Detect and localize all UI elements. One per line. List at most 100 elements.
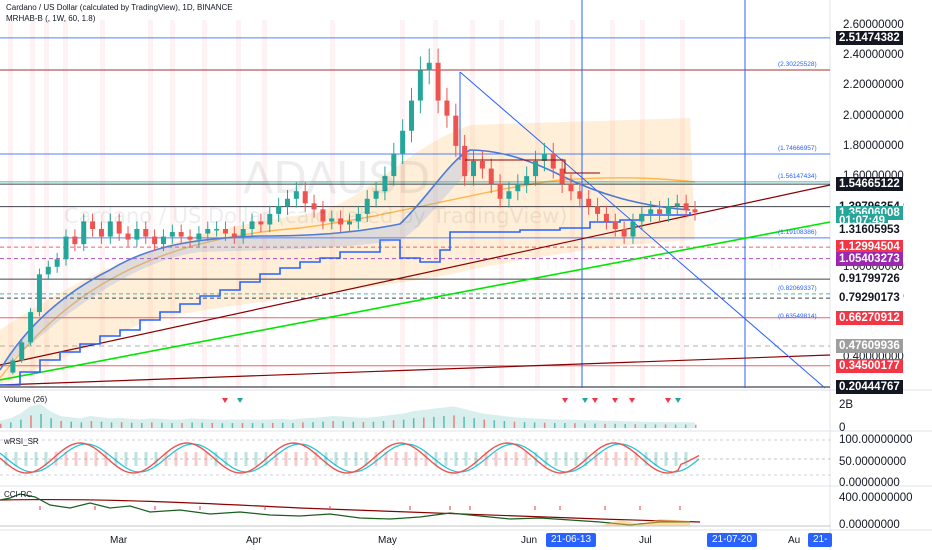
- volume-bar: [181, 423, 183, 428]
- volume-bar: [553, 422, 556, 428]
- candle-body: [373, 191, 379, 199]
- price-tick: 2.20000000: [843, 79, 904, 92]
- candle-body: [63, 236, 69, 260]
- candle-body: [276, 206, 282, 214]
- bg-band: [535, 20, 540, 388]
- volume-bar: [60, 421, 62, 428]
- volume-bar: [10, 422, 12, 428]
- volume-bar: [20, 419, 22, 428]
- price-tag[interactable]: 0.20444767: [836, 380, 903, 394]
- fib-level-label: (1.74666957): [778, 144, 817, 152]
- red-trendline-lower: [0, 354, 831, 386]
- candle-body: [329, 218, 335, 222]
- price-tick: 2.00000000: [843, 109, 904, 122]
- volume-bar: [151, 422, 153, 428]
- cci-fill: [600, 519, 690, 526]
- volume-bar: [261, 423, 264, 428]
- volume-axis-bottom: 0: [839, 422, 846, 434]
- volume-bar: [513, 421, 516, 428]
- volume-bar: [695, 424, 697, 428]
- volume-bar: [30, 415, 32, 428]
- signal-marker: [665, 398, 671, 403]
- volume-bar: [412, 418, 415, 428]
- fib-level-label: (1.56147434): [778, 172, 817, 180]
- candle-body: [586, 198, 592, 207]
- price-tag[interactable]: 0.79290173: [836, 291, 903, 306]
- candle-body: [648, 209, 654, 214]
- candle-body: [143, 229, 149, 237]
- red-trendline-upper: [0, 184, 831, 366]
- time-label-mar: Mar: [110, 535, 128, 546]
- candle-body: [98, 229, 104, 237]
- candle-body: [533, 161, 539, 177]
- candle-body: [107, 221, 113, 237]
- signal-marker: [562, 398, 568, 403]
- candle-body: [338, 218, 344, 225]
- price-tag[interactable]: 2.51474382: [836, 30, 903, 45]
- candle-body: [577, 191, 583, 199]
- candle-body: [364, 198, 370, 214]
- time-label-jul: Jul: [639, 535, 652, 546]
- volume-bar: [100, 421, 103, 428]
- volume-bar: [50, 418, 52, 428]
- candle-body: [639, 213, 645, 222]
- volume-bar: [523, 422, 526, 428]
- volume-bar: [624, 424, 626, 428]
- candle-body: [187, 236, 193, 240]
- price-tag[interactable]: 1.54665122: [836, 177, 903, 192]
- volume-bar: [221, 423, 224, 428]
- volume-bar: [503, 421, 506, 428]
- candle-body: [54, 259, 60, 267]
- price-tick: 2.40000000: [843, 49, 904, 62]
- candle-body: [462, 145, 468, 177]
- volume-bar: [201, 422, 203, 428]
- price-tag[interactable]: 0.34500177: [836, 358, 903, 373]
- volume-bar: [70, 421, 73, 428]
- volume-bar: [241, 422, 244, 428]
- bg-band: [170, 20, 175, 388]
- volume-bar: [483, 419, 485, 428]
- volume-bar: [433, 416, 435, 428]
- volume-bar: [654, 424, 657, 428]
- price-tag[interactable]: 0.66270912: [836, 310, 903, 325]
- volume-bar: [614, 423, 616, 428]
- volume-bar: [141, 422, 143, 428]
- wrsi-axis-0: 0.00000000: [839, 477, 900, 489]
- bg-band: [470, 20, 475, 388]
- price-tag[interactable]: 0.91799726: [836, 272, 903, 287]
- volume-bar: [604, 423, 606, 428]
- volume-bar: [533, 422, 536, 428]
- price-tag[interactable]: 1.05403273: [836, 251, 903, 266]
- volume-bar: [282, 422, 284, 428]
- candle-body: [471, 161, 477, 177]
- volume-bar: [372, 421, 375, 428]
- price-tag[interactable]: 1.31605953: [836, 222, 903, 237]
- bg-band: [100, 20, 105, 388]
- candle-body: [382, 176, 388, 192]
- signal-marker: [629, 398, 635, 403]
- bg-band: [63, 20, 68, 388]
- candle-body: [10, 360, 16, 373]
- crosshair-date-3[interactable]: 21-: [808, 533, 833, 547]
- wrsi-signal-line: [0, 443, 700, 473]
- volume-bar: [302, 422, 304, 428]
- volume-bar: [584, 423, 586, 428]
- price-tag[interactable]: 0.47609936: [836, 338, 903, 353]
- signal-marker: [675, 398, 681, 403]
- crosshair-date-2[interactable]: 21-07-20: [707, 533, 758, 547]
- candle-body: [231, 233, 237, 237]
- volume-bar: [392, 420, 395, 428]
- signal-marker: [592, 398, 598, 403]
- volume-bar: [684, 424, 687, 428]
- crosshair-date-1[interactable]: 21-06-13: [546, 533, 597, 547]
- volume-bar: [312, 422, 314, 428]
- candle-body: [506, 191, 512, 199]
- wrsi-line: [0, 442, 700, 474]
- candle-body: [19, 342, 25, 361]
- candle-body: [116, 221, 122, 234]
- bar-level-line: [465, 159, 600, 174]
- price-tag[interactable]: 1.12994504: [836, 240, 903, 255]
- indicator-legend: MRHAB-B (, 1W, 60, 1.8): [6, 14, 96, 23]
- candle-body: [550, 153, 556, 169]
